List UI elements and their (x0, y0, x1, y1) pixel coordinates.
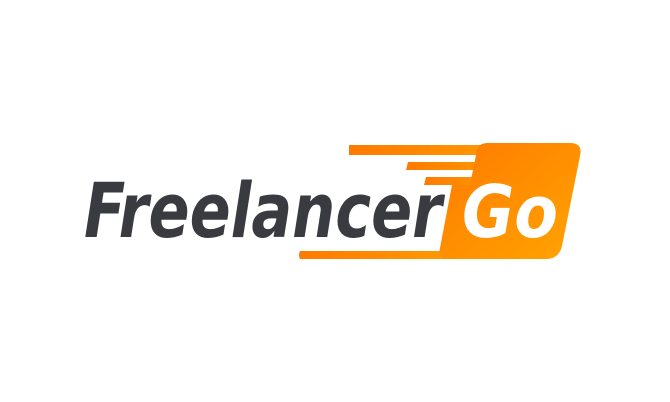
brand-word-freelancer: Freelancer (84, 166, 446, 255)
brand-word-go: Go (462, 170, 558, 254)
go-badge-shape (439, 143, 581, 259)
